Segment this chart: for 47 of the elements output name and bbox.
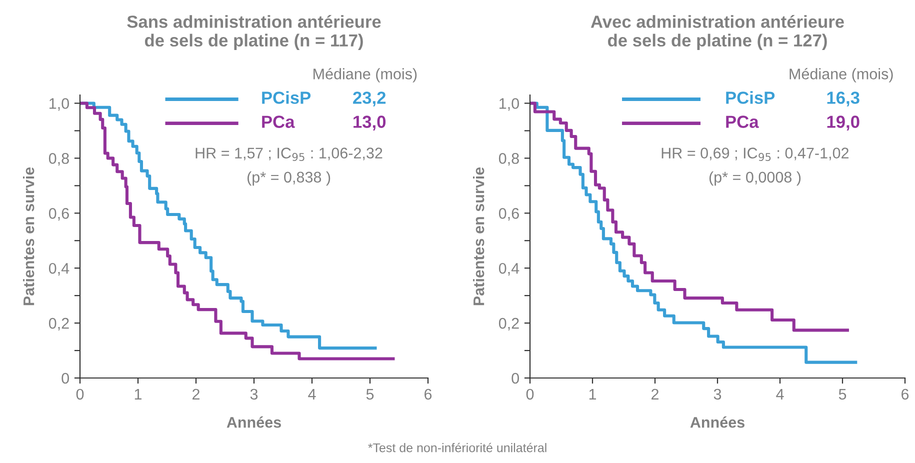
chart-title: Avec administration antérieure de sels de platine (n = 127) <box>590 14 844 50</box>
y-tick-label: 0 <box>62 372 69 384</box>
x-axis-title: Années <box>226 416 281 428</box>
y-tick-label: 0 <box>512 372 519 384</box>
legend-title: Médiane (mois) <box>790 68 893 82</box>
x-tick-label: 4 <box>776 388 784 400</box>
y-tick-label: 1,0 <box>50 98 69 111</box>
x-tick-label: 1 <box>589 388 596 400</box>
x-tick-label: 6 <box>424 388 432 400</box>
x-axis-title: Années <box>690 416 744 428</box>
y-tick-label: 0,4 <box>498 262 520 276</box>
x-tick-label: 1 <box>134 388 142 400</box>
x-tick-label: 0 <box>526 388 534 400</box>
y-tick-label: 0,2 <box>498 318 519 331</box>
x-tick-label: 2 <box>652 388 658 400</box>
y-tick-label: 0,4 <box>48 262 70 276</box>
x-tick-label: 3 <box>250 388 258 400</box>
annotation: 16,3 <box>827 92 860 106</box>
x-tick-label: 4 <box>308 388 316 400</box>
legend-label: PCisP <box>262 91 311 104</box>
x-tick-label: 5 <box>838 388 846 400</box>
y-tick-label: 0,8 <box>498 153 519 166</box>
y-tick-label: 0,2 <box>48 318 69 331</box>
annotation: (p* = 0,0008 ) <box>709 171 801 186</box>
x-tick-label: 6 <box>902 388 909 400</box>
annotation: 13,0 <box>354 116 386 130</box>
y-tick-label: 1,0 <box>500 98 519 111</box>
x-tick-label: 2 <box>192 388 200 400</box>
x-tick-label: 0 <box>76 388 84 400</box>
y-axis-title: Patientes en survie <box>472 167 484 306</box>
annotation: HR = 0,69 ; IC$_{95}$ : 0,47-1,02 <box>662 148 849 162</box>
y-tick-label: 0,6 <box>48 208 69 221</box>
y-axis-title: Patientes en survie <box>22 167 34 306</box>
legend-title: Médiane (mois) <box>314 68 417 82</box>
legend-label: PCa <box>726 116 759 128</box>
legend-label: PCa <box>262 116 295 128</box>
annotation: 23,2 <box>353 92 386 106</box>
annotation: HR = 1,57 ; IC$_{95}$ : 1,06-2,32 <box>196 148 382 162</box>
annotation: (p* = 0,838 ) <box>247 171 330 186</box>
y-tick-label: 0,8 <box>48 153 69 166</box>
annotation: 19,0 <box>827 116 860 130</box>
text: *Test de non-infériorité unilatéral <box>368 442 546 452</box>
x-tick-label: 3 <box>714 388 722 400</box>
legend-label: PCisP <box>726 91 775 104</box>
x-tick-label: 5 <box>366 388 374 400</box>
chart-title: Sans administration antérieure de sels de platine (n = 117) <box>127 14 381 50</box>
y-tick-label: 0,6 <box>498 208 519 221</box>
